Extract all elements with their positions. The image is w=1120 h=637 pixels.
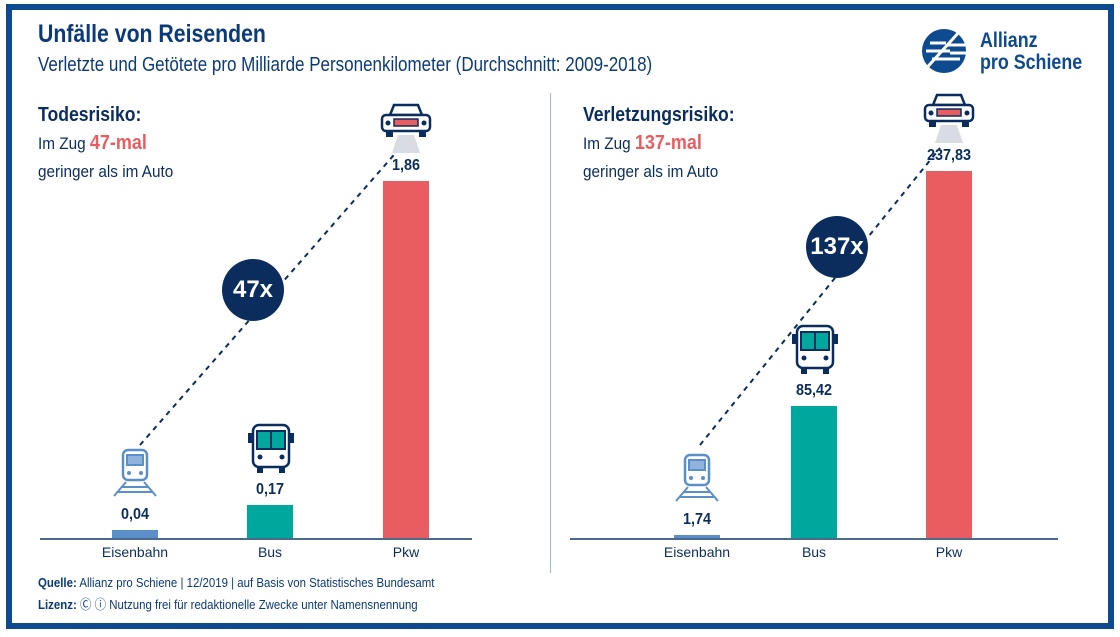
bus-icon <box>245 421 297 480</box>
data-label-bus: 0,17 <box>255 481 285 499</box>
panel-text-2: geringer als im Auto <box>38 162 174 181</box>
logo-line2: pro Schiene <box>980 51 1083 74</box>
bar-pkw <box>383 181 429 538</box>
by-icon: ⓘ <box>94 597 107 612</box>
license-label: Lizenz: <box>38 597 77 612</box>
bar-bus <box>791 406 837 538</box>
bar-eisenbahn <box>112 530 158 538</box>
bar-pkw <box>926 171 972 538</box>
category-label-eisenbahn: Eisenbahn <box>663 544 731 560</box>
panel-heading: Verletzungsrisiko: <box>583 104 735 126</box>
bar-eisenbahn <box>674 535 720 538</box>
category-label-pkw: Pkw <box>935 544 963 560</box>
category-label-bus: Bus <box>257 544 283 560</box>
bus-icon <box>789 322 841 381</box>
panel-text: Im Zug 137-mal <box>583 132 702 155</box>
data-label-pkw: 1,86 <box>391 157 421 174</box>
text-pre: Im Zug <box>38 134 86 153</box>
car-icon <box>921 89 977 148</box>
data-label-pkw: 237,83 <box>926 147 972 164</box>
divider <box>550 93 551 573</box>
x-axis <box>40 538 472 540</box>
frame <box>6 4 1114 629</box>
category-label-bus: Bus <box>801 544 827 560</box>
cc-icon: Ⓒ <box>79 597 92 612</box>
train-icon <box>672 451 722 508</box>
data-label-eisenbahn: 1,74 <box>682 511 712 529</box>
ratio-badge: 47x <box>222 259 284 321</box>
data-label-eisenbahn: 0,04 <box>120 506 150 524</box>
data-label-bus: 85,42 <box>795 382 833 400</box>
car-icon <box>378 99 434 158</box>
allianz-logo-icon <box>920 29 970 75</box>
text-pre: Im Zug <box>583 134 631 153</box>
source-line: Quelle: Allianz pro Schiene | 12/2019 | … <box>38 575 434 590</box>
panel-text-2: geringer als im Auto <box>583 162 719 181</box>
logo-line1: Allianz <box>980 29 1038 52</box>
license-line: Lizenz: Ⓒ ⓘ Nutzung frei für redaktionel… <box>38 594 418 613</box>
page-subtitle: Verletzte und Getötete pro Milliarde Per… <box>38 54 653 76</box>
category-label-pkw: Pkw <box>392 544 420 560</box>
panel-heading: Todesrisiko: <box>38 104 142 126</box>
x-axis <box>570 538 1058 540</box>
panel-text: Im Zug 47-mal <box>38 132 147 155</box>
license-text: Nutzung frei für redaktionelle Zwecke un… <box>109 597 418 612</box>
category-label-eisenbahn: Eisenbahn <box>101 544 169 560</box>
connector-line-right <box>699 147 941 446</box>
page-title: Unfälle von Reisenden <box>38 20 266 48</box>
train-icon <box>110 446 160 503</box>
source-text: Allianz pro Schiene | 12/2019 | auf Basi… <box>79 575 435 590</box>
highlight: 47-mal <box>89 132 147 154</box>
bar-bus <box>247 505 293 538</box>
ratio-badge: 137x <box>806 216 868 278</box>
logo-text: Allianz pro Schiene <box>980 30 1082 74</box>
source-label: Quelle: <box>38 575 77 590</box>
highlight: 137-mal <box>634 132 702 154</box>
